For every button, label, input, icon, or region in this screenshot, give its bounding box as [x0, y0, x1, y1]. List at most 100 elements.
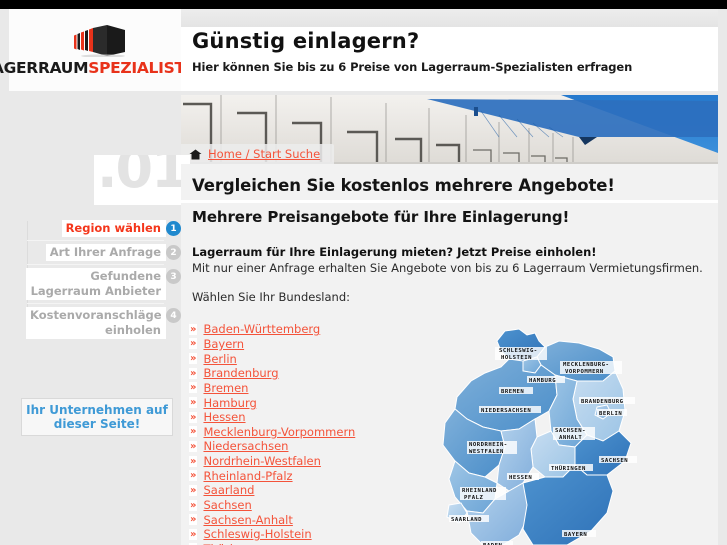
state-link-mecklenburg-vorpommern[interactable]: Mecklenburg-Vorpommern — [203, 424, 356, 439]
site-logo[interactable]: LAGERRAUMSPEZIALISTEN — [0, 9, 208, 91]
state-link-saarland[interactable]: Saarland — [203, 483, 255, 498]
germany-map[interactable]: SCHLESWIG- HOLSTEIN MECKLENBURG- VORPOMM… — [427, 319, 667, 545]
map-label-sachsen: SACHSEN — [601, 458, 628, 464]
header-block: Günstig einlagern? Hier können Sie bis z… — [181, 9, 718, 91]
map-label-bg-sachsen — [599, 456, 637, 463]
map-label-bg-thueringen — [549, 464, 593, 471]
list-item[interactable]: » Rheinland-Pfalz — [189, 468, 355, 483]
step-navigation: Region wählen 1 Art Ihrer Anfrage 2 Gefu… — [9, 220, 181, 346]
chevron-right-icon: » — [189, 426, 198, 438]
list-item[interactable]: » Mecklenburg-Vorpommern — [189, 424, 355, 439]
chevron-right-icon: » — [189, 543, 198, 545]
map-label-saarland: SAARLAND — [451, 517, 482, 523]
page-title: Vergleichen Sie kostenlos mehrere Angebo… — [192, 176, 615, 195]
map-label-bremen: BREMEN — [501, 389, 524, 395]
list-item[interactable]: » Thüringen — [189, 542, 355, 545]
map-label-hamburg: HAMBURG — [529, 378, 556, 384]
map-label-bg-rheinland-pfalz — [460, 487, 506, 500]
list-item[interactable]: » Baden-Württemberg — [189, 322, 355, 337]
map-label-bg-hessen — [507, 473, 539, 480]
breadcrumb-link-home-start-suche[interactable]: Home / Start Suche — [208, 147, 321, 161]
state-link-bayern[interactable]: Bayern — [203, 336, 245, 351]
promo-box-ihr-unternehmen[interactable]: Ihr Unternehmen auf dieser Seite! — [21, 398, 173, 436]
state-link-hessen[interactable]: Hessen — [203, 410, 246, 425]
state-link-thueringen[interactable]: Thüringen — [203, 542, 261, 545]
lead-text: Mit nur einer Anfrage erhalten Sie Angeb… — [192, 261, 703, 275]
top-black-bar — [0, 0, 727, 9]
sidebar-step-gefundene-anbieter[interactable]: Gefundene Lagerraum Anbieter 3 — [9, 268, 181, 304]
list-item[interactable]: » Brandenburg — [189, 366, 355, 381]
chevron-right-icon: » — [189, 411, 198, 423]
step-divider — [27, 303, 164, 304]
chevron-right-icon: » — [189, 514, 198, 526]
map-label-hessen: HESSEN — [509, 475, 532, 481]
map-label-sachsen-anhalt-line2: ANHALT — [559, 435, 582, 441]
map-label-nordrhein-westfalen-line2: WESTFALEN — [469, 449, 504, 455]
right-gutter — [718, 9, 727, 545]
map-label-bg-sachsen-anhalt — [553, 427, 595, 440]
map-label-mecklenburg-line1: MECKLENBURG- — [563, 362, 609, 368]
logo-word-2: SPEZIALISTEN — [88, 59, 208, 77]
map-label-bg-hamburg — [527, 376, 565, 383]
germany-states-svg[interactable]: SCHLESWIG- HOLSTEIN MECKLENBURG- VORPOMM… — [427, 319, 667, 545]
map-label-bg-bayern — [562, 530, 596, 537]
map-label-bg-schleswig-holstein — [495, 347, 547, 360]
map-label-nordrhein-westfalen-line1: NORDRHEIN- — [469, 442, 508, 448]
breadcrumb: Home / Start Suche — [181, 144, 335, 164]
map-label-bg-nrw — [467, 441, 517, 454]
list-item[interactable]: » Nordrhein-Westfalen — [189, 454, 355, 469]
chevron-right-icon: » — [189, 484, 198, 496]
home-icon — [189, 149, 202, 159]
promo-text: Ihr Unternehmen auf dieser Seite! — [26, 403, 168, 431]
step-badge-3: 3 — [166, 269, 181, 284]
state-link-list: » Baden-Württemberg » Bayern » Berlin » Bran… — [189, 322, 355, 545]
step-divider — [27, 240, 164, 241]
step-watermark-box: .01 — [94, 155, 190, 205]
logo-word-1: LAGERRAUM — [0, 59, 89, 77]
map-state-bayern — [522, 464, 614, 545]
list-item[interactable]: » Saarland — [189, 483, 355, 498]
list-item[interactable]: » Hamburg — [189, 395, 355, 410]
list-item[interactable]: » Schleswig-Holstein — [189, 527, 355, 542]
map-label-mecklenburg-line2: VORPOMMERN — [565, 369, 604, 375]
map-label-bg-mecklenburg — [560, 361, 622, 374]
sidebar-step-region-waehlen[interactable]: Region wählen 1 — [9, 220, 181, 241]
state-link-berlin[interactable]: Berlin — [203, 351, 237, 366]
list-item[interactable]: » Bremen — [189, 381, 355, 396]
map-label-brandenburg: BRANDENBURG — [581, 399, 624, 405]
list-item[interactable]: » Sachsen-Anhalt — [189, 512, 355, 527]
state-link-brandenburg[interactable]: Brandenburg — [203, 366, 279, 381]
list-item[interactable]: » Bayern — [189, 337, 355, 352]
list-item[interactable]: » Niedersachsen — [189, 439, 355, 454]
state-link-schleswig-holstein[interactable]: Schleswig-Holstein — [203, 527, 312, 542]
state-link-baden-wuerttemberg[interactable]: Baden-Württemberg — [203, 322, 321, 337]
header-title: Günstig einlagern? — [192, 29, 420, 53]
promo-line-2: dieser Seite! — [53, 417, 141, 431]
step-badge-4: 4 — [166, 308, 181, 323]
main-content: Vergleichen Sie kostenlos mehrere Angebo… — [181, 164, 718, 545]
chevron-right-icon: » — [189, 353, 198, 365]
state-link-niedersachsen[interactable]: Niedersachsen — [203, 439, 289, 454]
lead-bold-text: Lagerraum für Ihre Einlagerung mieten? J… — [192, 245, 597, 259]
map-state-labels: SCHLESWIG- HOLSTEIN MECKLENBURG- VORPOMM… — [449, 347, 637, 545]
state-link-sachsen-anhalt[interactable]: Sachsen-Anhalt — [203, 512, 293, 527]
step-divider — [27, 264, 164, 265]
map-label-bg-niedersachsen — [479, 406, 541, 413]
state-link-nordrhein-westfalen[interactable]: Nordrhein-Westfalen — [203, 454, 321, 469]
state-link-sachsen[interactable]: Sachsen — [203, 498, 252, 512]
step-watermark: .01 — [97, 155, 189, 200]
sidebar: .01 Region wählen 1 Art Ihrer Anfrage 2 … — [9, 95, 190, 545]
state-link-hamburg[interactable]: Hamburg — [203, 395, 257, 410]
chevron-right-icon: » — [189, 440, 198, 452]
sidebar-step-art-ihrer-anfrage[interactable]: Art Ihrer Anfrage 2 — [9, 244, 181, 265]
list-item[interactable]: » Berlin — [189, 351, 355, 366]
map-label-thueringen: THÜRINGEN — [551, 465, 586, 472]
step-label: Region wählen — [61, 220, 166, 237]
list-item[interactable]: » Hessen — [189, 410, 355, 425]
list-item[interactable]: » Sachsen — [189, 498, 355, 513]
state-link-rheinland-pfalz[interactable]: Rheinland-Pfalz — [203, 468, 293, 483]
title-divider — [181, 200, 718, 203]
state-link-bremen[interactable]: Bremen — [203, 380, 249, 395]
logo-wordmark: LAGERRAUMSPEZIALISTEN — [0, 59, 208, 77]
